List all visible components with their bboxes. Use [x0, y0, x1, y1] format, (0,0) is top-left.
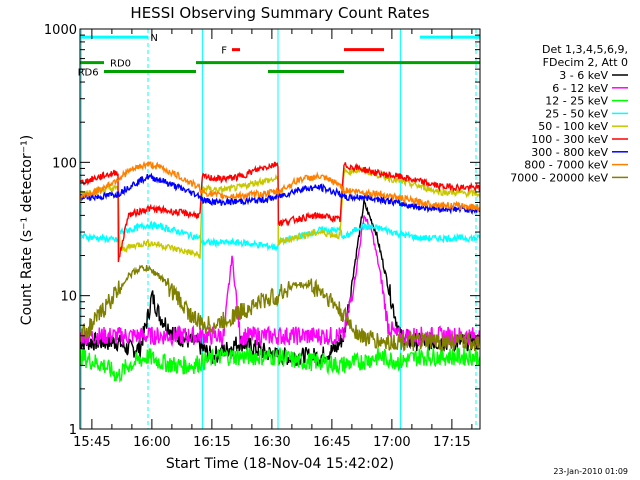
legend-header-1: FDecim 2, Att 0 [543, 56, 628, 69]
series-line-2 [80, 346, 480, 383]
flag-label-f: F [221, 46, 227, 57]
x-tick-label-4: 16:45 [313, 435, 350, 450]
flag-label-rd6: RD6 [78, 68, 99, 79]
legend-label-5: 100 - 300 keV [531, 133, 608, 146]
legend-label-6: 300 - 800 keV [531, 146, 608, 159]
legend-label-2: 12 - 25 keV [545, 95, 608, 108]
y-tick-label-3: 1000 [44, 23, 77, 38]
y-tick-label-2: 100 [52, 156, 77, 171]
x-axis-label: Start Time (18-Nov-04 15:42:02) [166, 456, 394, 472]
y-tick-label-0: 1 [69, 423, 77, 438]
x-tick-label-6: 17:15 [433, 435, 470, 450]
y-axis-label: Count Rate (s⁻¹ detector⁻¹) [19, 135, 35, 325]
legend: Det 1,3,4,5,6,9,FDecim 2, Att 03 - 6 keV… [510, 43, 628, 184]
legend-label-7: 800 - 7000 keV [524, 159, 608, 172]
chart-title: HESSI Observing Summary Count Rates [130, 4, 429, 22]
series-line-5 [80, 161, 480, 263]
series-line-4 [80, 166, 480, 259]
series-line-6 [80, 172, 480, 215]
legend-label-0: 3 - 6 keV [559, 69, 608, 82]
legend-label-8: 7000 - 20000 keV [510, 171, 608, 184]
legend-header-0: Det 1,3,4,5,6,9, [542, 43, 628, 56]
y-tick-label-1: 10 [60, 290, 77, 305]
series-line-1 [80, 215, 480, 348]
flag-label-rd0: RD0 [110, 59, 131, 70]
x-tick-label-0: 15:45 [73, 435, 110, 450]
legend-label-4: 50 - 100 keV [538, 120, 608, 133]
x-tick-label-3: 16:30 [253, 435, 290, 450]
axes: 1 10 100 1000 15:45 16:00 16:15 16:30 16:45 17:00… [44, 23, 481, 450]
x-tick-label-5: 17:00 [373, 435, 410, 450]
plot-frame [79, 28, 481, 430]
series-line-8 [80, 264, 480, 353]
timestamp: 23-Jan-2010 01:09 [553, 467, 628, 476]
legend-label-3: 25 - 50 keV [545, 107, 608, 120]
legend-label-1: 6 - 12 keV [552, 82, 608, 95]
plot-area [80, 29, 480, 429]
flag-label-n: N [150, 33, 157, 44]
x-tick-label-2: 16:15 [193, 435, 230, 450]
series-line-7 [80, 160, 480, 213]
x-tick-label-1: 16:00 [133, 435, 170, 450]
